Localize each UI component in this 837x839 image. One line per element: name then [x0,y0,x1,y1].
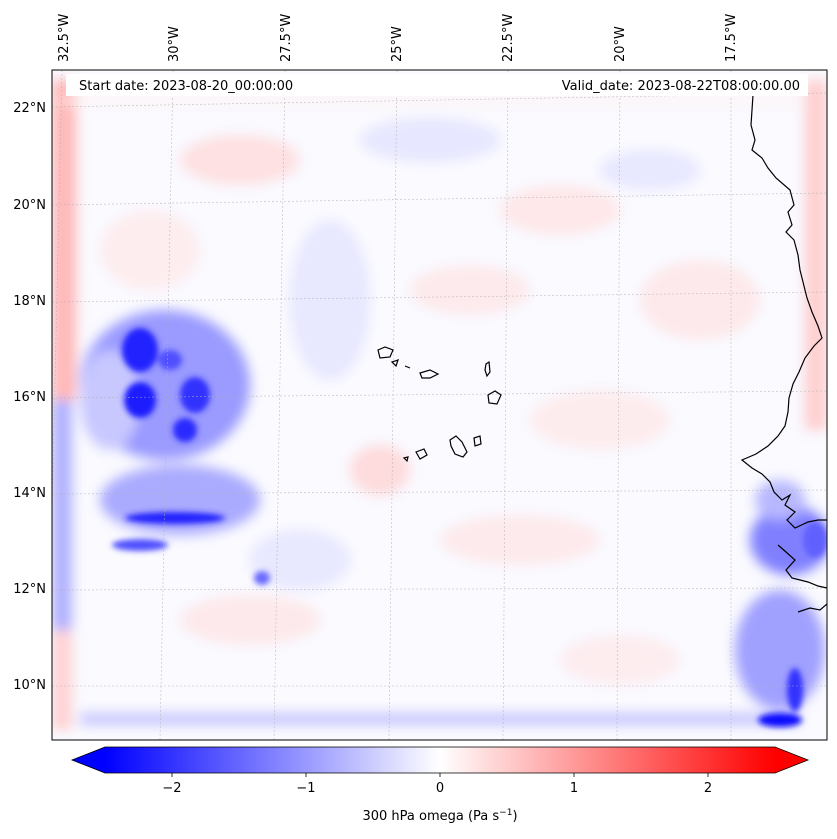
colorbar-gradient [105,747,775,773]
lon-label-22-5w: 22.5°W [501,14,516,62]
lon-label-25w: 25°W [390,26,405,62]
colorbar-tick-label: 2 [704,781,712,796]
date-header-background [66,74,808,96]
map-panel: Start date: 2023-08-20_00:00:00 Valid_da… [52,70,827,740]
colorbar-min-extend [72,747,105,773]
colorbar-tick-label: 0 [436,781,444,796]
lat-label-16n: 16°N [13,390,46,405]
colorbar-ticks [171,773,709,777]
lat-label-10n: 10°N [13,678,46,693]
lon-label-30w: 30°W [167,26,182,62]
lat-label-18n: 18°N [13,294,46,309]
lat-label-22n: 22°N [13,101,46,116]
start-date-label: Start date: 2023-08-20_00:00:00 [79,79,293,94]
coastlines [377,94,827,613]
colorbar-max-extend [775,747,808,773]
valid-date-label: Valid_date: 2023-08-22T08:00:00.00 [562,79,800,94]
longitude-labels: 32.5°W 30°W 27.5°W 25°W 22.5°W 20°W 17.5… [57,14,739,62]
cape-verde-islands [377,346,502,463]
colorbar-label: 300 hPa omega (Pa s−1) [362,808,517,824]
storm-core [112,328,827,727]
colorbar-tick-label: −2 [162,781,181,796]
lon-label-20w: 20°W [613,26,628,62]
colorbar-tick-label: 1 [570,781,578,796]
map-frame [51,69,828,741]
omega-field [52,80,827,730]
colorbar-outline [70,746,810,774]
colorbar-tick-label: −1 [296,781,315,796]
lon-label-17-5w: 17.5°W [724,14,739,62]
lon-label-27-5w: 27.5°W [279,14,294,62]
lat-label-20n: 20°N [13,198,46,213]
lon-label-32-5w: 32.5°W [57,14,72,62]
colorbar: −2 −1 0 1 2 300 hPa omega (Pa s−1) [70,746,810,824]
lat-label-14n: 14°N [13,486,46,501]
colorbar-tick-labels: −2 −1 0 1 2 [162,781,712,796]
africa-coastline [740,94,827,613]
lat-label-12n: 12°N [13,582,46,597]
latitude-labels: 22°N 20°N 18°N 16°N 14°N 12°N 10°N [13,101,46,693]
